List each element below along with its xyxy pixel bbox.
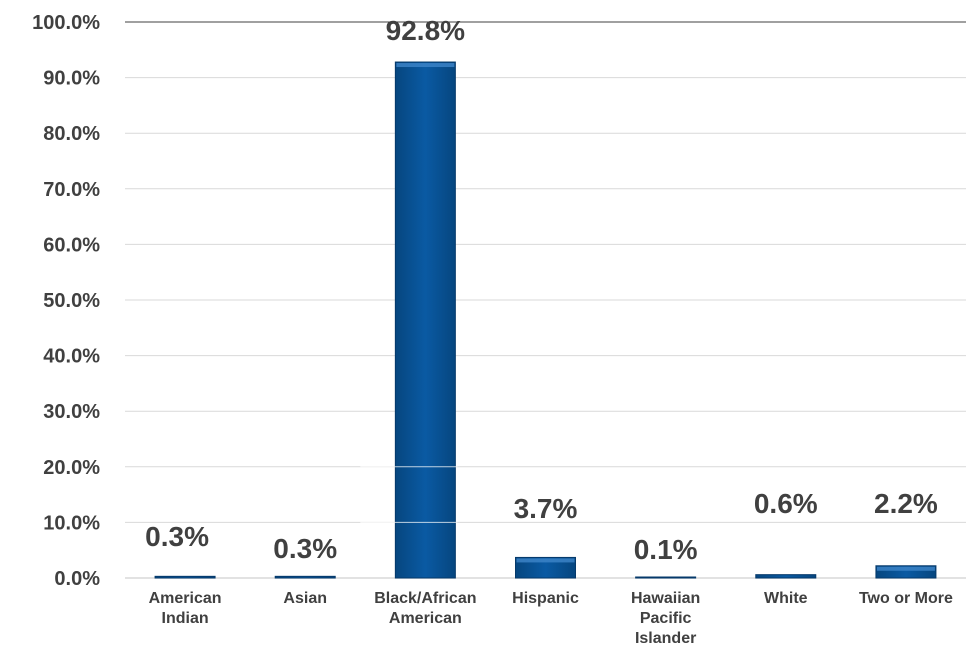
data-label: 0.3%	[273, 533, 337, 564]
data-label: 0.6%	[754, 488, 818, 519]
data-label: 0.1%	[634, 534, 698, 565]
y-tick-label: 50.0%	[43, 290, 100, 312]
data-label: 3.7%	[514, 493, 578, 524]
bar-highlight	[396, 63, 455, 68]
bar	[755, 574, 817, 579]
y-tick-label: 40.0%	[43, 346, 100, 368]
bar-highlight	[876, 566, 935, 571]
label-background-gridlines	[360, 466, 458, 523]
y-tick-label: 20.0%	[43, 457, 100, 479]
x-tick-label: White	[764, 590, 808, 607]
bar	[394, 61, 456, 579]
bar-highlight	[516, 558, 575, 563]
y-tick-label: 60.0%	[43, 234, 100, 256]
data-label: 92.8%	[386, 15, 465, 46]
y-tick-label: 100.0%	[32, 12, 100, 34]
bars	[154, 61, 937, 579]
y-tick-label: 90.0%	[43, 68, 100, 90]
x-tick-label: Two or More	[859, 590, 953, 607]
x-tick-label: American Indian	[149, 590, 222, 627]
gridlines	[125, 21, 966, 579]
data-label: 0.3%	[145, 521, 209, 552]
data-labels: 0.3% 0.3% 92.8% 3.7% 0.1% 0.6% 2.2%	[145, 15, 938, 565]
y-tick-label: 70.0%	[43, 179, 100, 201]
y-tick-label: 10.0%	[43, 512, 100, 534]
y-tick-label: 30.0%	[43, 401, 100, 423]
bar	[515, 556, 576, 579]
x-tick-label: Asian	[283, 590, 327, 607]
x-tick-label: Hispanic	[512, 590, 579, 607]
x-tick-label: Hawaiian Pacific Islander	[631, 590, 700, 647]
x-axis-ticks: American Indian Asian Black/African American…	[149, 590, 953, 647]
y-tick-label: 0.0%	[54, 568, 100, 590]
y-tick-label: 80.0%	[43, 123, 100, 145]
x-tick-label: Black/African American	[374, 590, 476, 627]
bar	[274, 575, 336, 579]
y-axis-ticks: 0.0% 10.0% 20.0% 30.0% 40.0% 50.0% 60.0% 70.0% 8…	[32, 12, 100, 590]
bar	[154, 575, 216, 579]
bar	[635, 576, 697, 579]
data-label: 2.2%	[874, 488, 938, 519]
